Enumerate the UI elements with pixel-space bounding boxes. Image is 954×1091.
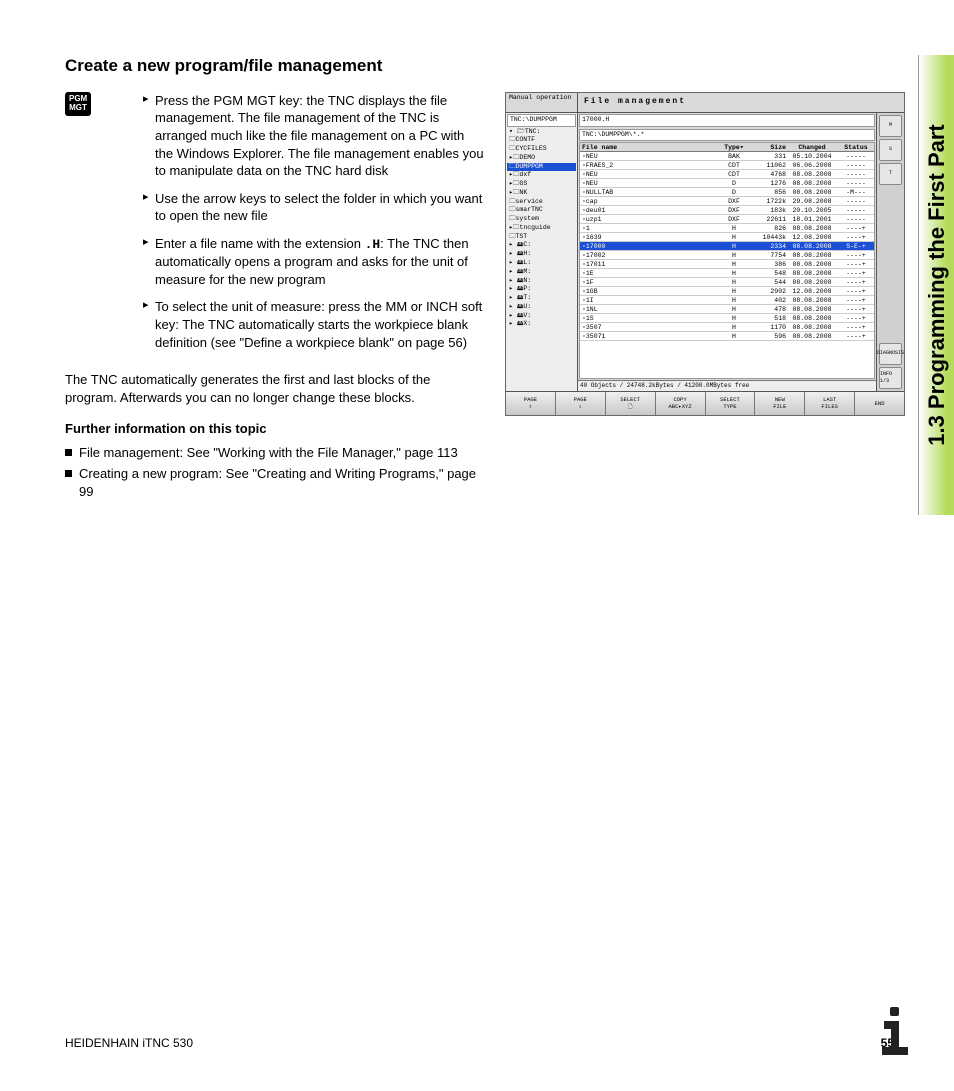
tree-item[interactable]: ▾ 🗁TNC: — [507, 128, 576, 137]
further-info-heading: Further information on this topic — [65, 420, 485, 438]
tree-current-path: TNC:\DUMPPGM — [507, 114, 576, 127]
file-row[interactable]: ▫1NLH47808.08.2008----+ — [580, 305, 874, 314]
tree-item[interactable]: ▸🗀tncguide — [507, 224, 576, 233]
file-row[interactable]: ▫3507H117008.08.2008----+ — [580, 323, 874, 332]
shot-mode-label: Manual operation — [506, 93, 578, 112]
tree-item[interactable]: 🗀system — [507, 215, 576, 224]
file-row[interactable]: ▫1FH54408.08.2008----+ — [580, 278, 874, 287]
file-row[interactable]: ▫17002H775408.08.2008----+ — [580, 251, 874, 260]
section-tab: 1.3 Programming the First Part — [918, 55, 954, 515]
list-current-file: 17000.H — [579, 114, 875, 127]
tree-item[interactable]: ▸ 🖴P: — [507, 285, 576, 294]
file-row[interactable]: ▫35071H59608.08.2008----+ — [580, 332, 874, 341]
tree-item[interactable]: ▸ 🖴U: — [507, 303, 576, 312]
file-row[interactable]: ▫1IH40208.08.2008----+ — [580, 296, 874, 305]
footer-product: HEIDENHAIN iTNC 530 — [65, 1035, 193, 1051]
step-4: To select the unit of measure: press the… — [143, 298, 485, 351]
softkey-5[interactable]: NEWFILE — [755, 392, 805, 415]
file-list-header: File name Type▾ Size Changed Status — [580, 143, 874, 152]
tree-item[interactable]: ▸ 🖴V: — [507, 312, 576, 321]
file-row[interactable]: ▫1639H10443k12.08.2008----+ — [580, 233, 874, 242]
further-info-item: Creating a new program: See "Creating an… — [65, 465, 485, 500]
file-list-status: 40 Objects / 24748.2kBytes / 41200.0MByt… — [578, 380, 876, 391]
file-manager-screenshot: Manual operation File management TNC:\DU… — [505, 92, 905, 416]
file-row[interactable]: ▫17000H233408.08.2008S-E-+ — [580, 242, 874, 251]
file-row[interactable]: ▫1H82608.08.2008----+ — [580, 224, 874, 233]
tree-item[interactable]: ▸ 🖴L: — [507, 259, 576, 268]
tree-item[interactable]: 🗀DUMPPGM — [507, 163, 576, 172]
page-footer: HEIDENHAIN iTNC 530 55 — [65, 1035, 894, 1051]
tree-item[interactable]: ▸ 🖴H: — [507, 250, 576, 259]
softkey-6[interactable]: LASTFILES — [805, 392, 855, 415]
step-1: Press the PGM MGT key: the TNC displays … — [143, 92, 485, 180]
right-btn-m[interactable]: M — [879, 115, 902, 137]
step-3: Enter a file name with the extension .H:… — [143, 235, 485, 289]
folder-tree[interactable]: TNC:\DUMPPGM ▾ 🗁TNC: 🗀CONTF 🗀CYCFILES ▸🗀… — [506, 113, 578, 391]
step-2: Use the arrow keys to select the folder … — [143, 190, 485, 225]
softkey-1[interactable]: PAGE⇩ — [556, 392, 606, 415]
softkey-bar: PAGE⇧PAGE⇩SELECT🗋COPYABC▸XYZSELECTTYPENE… — [506, 391, 904, 415]
file-row[interactable]: ▫NEUD127608.08.2008----- — [580, 179, 874, 188]
file-row[interactable]: ▫NEUBAK33105.10.2004----- — [580, 152, 874, 161]
tree-item[interactable]: ▸ 🖴T: — [507, 294, 576, 303]
right-btn-t[interactable]: T — [879, 163, 902, 185]
tree-item[interactable]: ▸ 🖴C: — [507, 241, 576, 250]
softkey-4[interactable]: SELECTTYPE — [706, 392, 756, 415]
section-tab-label: 1.3 Programming the First Part — [922, 124, 952, 446]
file-row[interactable]: ▫NEUCDT476808.08.2008----- — [580, 170, 874, 179]
tree-item[interactable]: 🗀smarTNC — [507, 206, 576, 215]
shot-title: File management — [578, 93, 904, 112]
file-row[interactable]: ▫FRAES_2CDT1106206.06.2008----- — [580, 161, 874, 170]
file-row[interactable]: ▫deu01DXF183k20.10.2005----- — [580, 206, 874, 215]
tree-item[interactable]: ▸🗀DEMO — [507, 154, 576, 163]
tree-item[interactable]: ▸🗀GS — [507, 180, 576, 189]
tree-item[interactable]: ▸🗀dxf — [507, 171, 576, 180]
softkey-2[interactable]: SELECT🗋 — [606, 392, 656, 415]
tree-item[interactable]: 🗀CONTF — [507, 136, 576, 145]
page-heading: Create a new program/file management — [65, 55, 914, 78]
file-row[interactable]: ▫1SH51808.08.2008----+ — [580, 314, 874, 323]
tree-item[interactable]: ▸ 🖴X: — [507, 320, 576, 329]
file-row[interactable]: ▫1GBH290212.08.2008----+ — [580, 287, 874, 296]
right-btn-diagnosis[interactable]: DIAGNOSIS — [879, 343, 902, 365]
tree-item[interactable]: 🗀service — [507, 198, 576, 207]
softkey-7[interactable]: END — [855, 392, 904, 415]
file-row[interactable]: ▫uzp1DXF2261118.01.2001----- — [580, 215, 874, 224]
tree-item[interactable]: ▸ 🖴N: — [507, 277, 576, 286]
tree-item[interactable]: 🗀TST — [507, 233, 576, 242]
pgm-mgt-key-badge: PGM MGT — [65, 92, 91, 116]
tree-item[interactable]: 🗀CYCFILES — [507, 145, 576, 154]
list-filter-path: TNC:\DUMPPGM\*.* — [579, 129, 875, 142]
softkey-0[interactable]: PAGE⇧ — [506, 392, 556, 415]
tree-item[interactable]: ▸🗀NK — [507, 189, 576, 198]
right-btn-s[interactable]: S — [879, 139, 902, 161]
file-row[interactable]: ▫capDXF1722k29.08.2008----- — [580, 197, 874, 206]
right-toolbar: M S T DIAGNOSIS INFO 1/3 — [876, 113, 904, 391]
further-info-item: File management: See "Working with the F… — [65, 444, 485, 462]
further-info-list: File management: See "Working with the F… — [65, 444, 485, 501]
file-row[interactable]: ▫1EH54808.08.2008----+ — [580, 269, 874, 278]
file-row[interactable]: ▫NULLTABD85608.08.2008-M--- — [580, 188, 874, 197]
file-list[interactable]: File name Type▾ Size Changed Status ▫NEU… — [579, 142, 875, 378]
right-btn-info[interactable]: INFO 1/3 — [879, 367, 902, 389]
softkey-3[interactable]: COPYABC▸XYZ — [656, 392, 706, 415]
tree-item[interactable]: ▸ 🖴M: — [507, 268, 576, 277]
file-row[interactable]: ▫17011H38608.08.2008----+ — [580, 260, 874, 269]
info-icon — [864, 1001, 924, 1061]
auto-blocks-note: The TNC automatically generates the firs… — [65, 371, 485, 406]
